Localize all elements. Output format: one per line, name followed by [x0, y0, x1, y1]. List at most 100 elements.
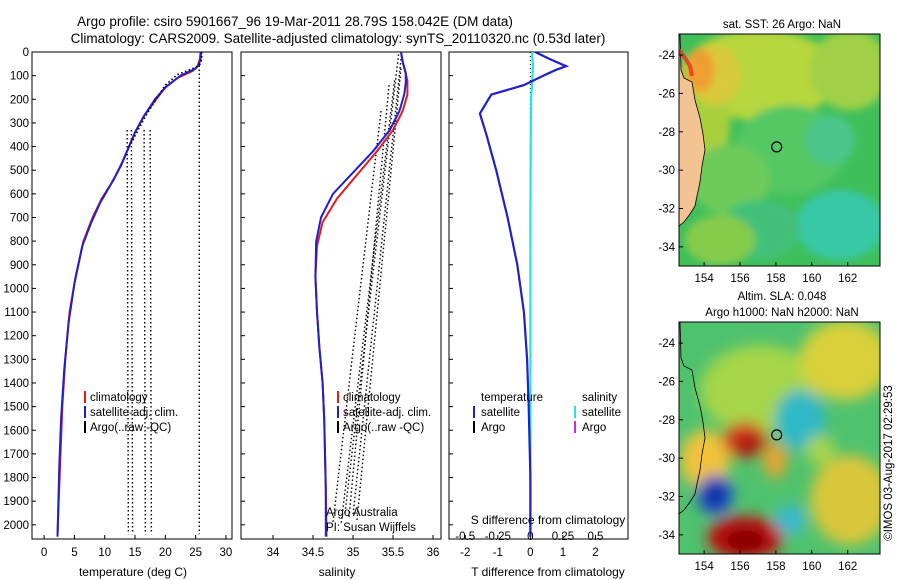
- latitude-tick-label: -26: [658, 376, 675, 388]
- depth-tick-label: 400: [10, 142, 29, 154]
- temperature-tick-label: 20: [159, 547, 172, 559]
- temperature-argo-series: [126, 61, 200, 535]
- temperature-tick-label: 15: [129, 547, 142, 559]
- difference-lines: [478, 52, 570, 539]
- depth-tick-label: 1700: [3, 449, 29, 461]
- longitude-tick-label: 160: [802, 561, 821, 573]
- legend-satellite-label: satellite-adj. clim.: [90, 407, 178, 419]
- temperature-tick-label: 30: [220, 547, 233, 559]
- argo-profile-line: [348, 85, 390, 518]
- sla-map-field: [679, 322, 880, 554]
- longitude-tick-label: 158: [766, 561, 785, 573]
- salinity-tick-label: 35: [347, 547, 360, 559]
- argo-float-marker: [771, 141, 783, 153]
- sst-map-axis-ticks: 154 156 158 160 162 -24 -26 -28 -30 -32 -34: [658, 50, 857, 285]
- depth-tick-label: 1900: [3, 496, 29, 508]
- argo-profile-line: [149, 130, 153, 535]
- difference-plot-frame: [448, 51, 629, 540]
- legend-s-satellite-label: satellite: [582, 407, 621, 419]
- legend-argo-label: Argo(..raw -QC): [90, 422, 171, 434]
- argo-profile-line: [130, 130, 134, 535]
- sla-map-title-line1: Altim. SLA: 0.048: [738, 291, 827, 303]
- s-difference-tick-label: 0.25: [552, 531, 574, 543]
- legend-satellite-label: satellite-adj. clim.: [343, 407, 431, 419]
- depth-tick-label: 1300: [3, 354, 29, 366]
- temperature-xlabel: temperature (deg C): [79, 565, 187, 579]
- latitude-tick-label: -24: [658, 50, 675, 62]
- longitude-tick-label: 160: [802, 273, 821, 285]
- annotation-pi-name: PI: Susan Wijffels: [326, 522, 416, 534]
- sst-map: sat. SST: 26 Argo: NaN 154 156 158 160 162 -2…: [658, 19, 881, 285]
- depth-tick-label: 900: [10, 260, 29, 272]
- legend-t-satellite-label: satellite: [481, 407, 520, 419]
- depth-tick-label: 600: [10, 189, 29, 201]
- t-difference-tick-label: -2: [460, 547, 470, 559]
- salinity-panel: 34 34.5 35 35.5 36 salinity climatology sate…: [240, 51, 442, 579]
- argo-float-marker: [771, 429, 783, 441]
- temperature-tick-label: 10: [98, 547, 111, 559]
- salinity-tick-label: 35.5: [382, 547, 404, 559]
- sst-map-title: sat. SST: 26 Argo: NaN: [723, 19, 841, 31]
- sla-map-title-line2: Argo h1000: NaN h2000: NaN: [705, 307, 858, 319]
- sla-map-axis-ticks: 154 156 158 160 162 -24 -26 -28 -30 -32 -34: [658, 338, 857, 573]
- depth-tick-label: 500: [10, 165, 29, 177]
- latitude-tick-label: -28: [658, 127, 675, 139]
- salinity-tick-label: 34: [267, 547, 280, 559]
- latitude-tick-label: -30: [658, 165, 675, 177]
- legend-climatology-label: climatology: [90, 392, 148, 404]
- temperature-tick-label: 0: [41, 547, 47, 559]
- temperature-panel: 0100200300400500600700800900100011001200…: [3, 47, 233, 579]
- legend-s-argo-label: Argo: [582, 422, 606, 434]
- longitude-tick-label: 154: [695, 273, 715, 285]
- figure-title-line2: Climatology: CARS2009. Satellite-adjuste…: [71, 31, 606, 46]
- s-difference-tick-label: -0.5: [455, 531, 475, 543]
- temperature-tick-label: 25: [189, 547, 202, 559]
- argo-profile-line: [143, 130, 147, 535]
- latitude-tick-label: -26: [658, 88, 675, 100]
- s-difference-xlabel: S difference from climatology: [471, 513, 626, 527]
- legend-t-argo-label: Argo: [481, 422, 505, 434]
- latitude-tick-label: -24: [658, 338, 675, 350]
- difference-panel: -2 -1 0 1 2 -0.5 -0.25 0 0.25 0.5 temperature sa…: [448, 51, 629, 579]
- depth-tick-label: 1400: [3, 378, 29, 390]
- t-difference-tick-label: -1: [493, 547, 503, 559]
- longitude-tick-label: 156: [730, 273, 749, 285]
- imos-credit: ©IMOS 03-Aug-2017 02:29:53: [883, 385, 895, 541]
- t-difference-tick-label: 0: [527, 547, 533, 559]
- temperature-lines: [56, 52, 203, 537]
- longitude-tick-label: 162: [838, 561, 857, 573]
- latitude-tick-label: -32: [658, 203, 675, 215]
- depth-tick-label: 800: [10, 236, 29, 248]
- sla-map: Altim. SLA: 0.048 Argo h1000: NaN h2000:…: [658, 291, 881, 573]
- latitude-tick-label: -34: [658, 530, 675, 542]
- difference-legend: temperature salinity satellite Argo sate…: [473, 392, 621, 434]
- salinity-legend: climatology satellite-adj. clim. Argo(..…: [337, 391, 431, 434]
- satellite-line: [56, 52, 203, 537]
- legend-climatology-label: climatology: [343, 392, 401, 404]
- depth-tick-label: 1600: [3, 425, 29, 437]
- depth-tick-label: 100: [10, 71, 29, 83]
- depth-axis-ticks: 0 100 200 300 400 500 600 700 800 900 1000 1100 1200…: [3, 47, 36, 532]
- argo-profile-line: [340, 80, 396, 525]
- t-difference-tick-label: 2: [592, 547, 598, 559]
- sst-map-field: [679, 34, 880, 266]
- coastline: [679, 322, 706, 515]
- latitude-tick-label: -28: [658, 415, 675, 427]
- depth-tick-label: 2000: [3, 520, 29, 532]
- t-satellite-line: [478, 52, 570, 537]
- argo-profile-line: [332, 111, 382, 523]
- land-mass: [679, 34, 706, 227]
- temperature-legend: climatology satellite-adj. clim. Argo(..…: [84, 391, 178, 434]
- t-difference-xlabel: T difference from climatology: [471, 565, 625, 579]
- depth-tick-label: 1800: [3, 473, 29, 485]
- t-difference-axis-ticks: -2 -1 0 1 2: [449, 51, 599, 559]
- latitude-tick-label: -34: [658, 242, 675, 254]
- temperature-axis-ticks: 0 5 10 15 20 25 30: [41, 535, 232, 559]
- longitude-tick-label: 158: [766, 273, 785, 285]
- salinity-axis-ticks: 34 34.5 35 35.5 36: [241, 51, 439, 559]
- depth-tick-label: 300: [10, 118, 29, 130]
- depth-tick-label: 1200: [3, 331, 29, 343]
- legend-salinity-title: salinity: [582, 392, 617, 404]
- temperature-tick-label: 5: [71, 547, 77, 559]
